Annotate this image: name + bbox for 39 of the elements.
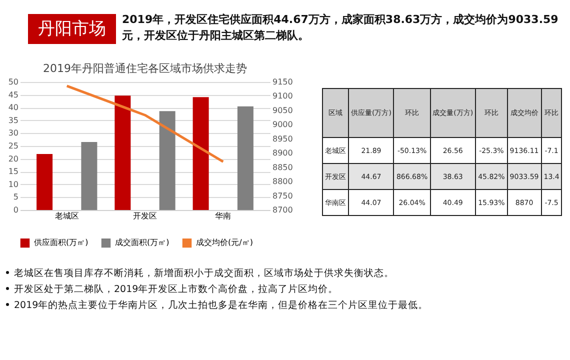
bar xyxy=(114,96,131,210)
bar xyxy=(237,106,254,210)
y2-tick-label: 9050 xyxy=(272,106,293,115)
y2-tick-label: 9100 xyxy=(272,92,293,101)
y2-tick-label: 9000 xyxy=(272,120,293,130)
y2-tick-label: 8750 xyxy=(272,191,293,200)
x-tick-label: 老城区 xyxy=(54,212,79,220)
y-tick-label: 45 xyxy=(8,90,18,100)
y-tick-label: 0 xyxy=(13,206,18,214)
y2-tick-label: 8950 xyxy=(272,134,293,144)
bar xyxy=(81,142,98,210)
y-tick-label: 50 xyxy=(8,78,18,86)
y2-tick-label: 8800 xyxy=(272,177,293,186)
chart-title: 2019年丹阳普通住宅各区域市场供求走势 xyxy=(43,62,247,75)
y-tick-label: 10 xyxy=(8,180,18,189)
text: 老城区在售项目库存不断消耗，新增面积小于成交面积，区域市场处于供求失衡状态。 xyxy=(14,268,394,279)
y-tick-label: 5 xyxy=(13,192,18,202)
x-tick-label: 开发区 xyxy=(133,212,157,220)
legend-label: 成交均价(元/㎡) xyxy=(196,238,253,248)
bar xyxy=(159,111,176,210)
legend-label: 供应面积(万㎡) xyxy=(34,238,88,248)
y2-tick-label: 9150 xyxy=(272,78,293,86)
text: 2019年的热点主要位于华南片区，几次土拍也多是在华南，但是价格在三个片区里位于最低。 xyxy=(14,300,428,311)
x-tick-label: 华南 xyxy=(215,212,232,220)
bar xyxy=(36,154,53,210)
bar xyxy=(192,97,209,210)
text: 开发区处于第二梯队，2019年开发区上市数个高价盘，拉高了片区均价。 xyxy=(14,284,338,295)
y-tick-label: 25 xyxy=(8,142,18,150)
y-tick-label: 15 xyxy=(8,167,18,176)
text: 2019年，开发区住宅供应面积44.67万方，成家面积38.63万方，成交均价为9033.59元，开发区位于丹阳主城区第二梯队。 xyxy=(122,12,560,44)
legend-label: 成交面积(万㎡) xyxy=(115,238,170,248)
y-tick-label: 40 xyxy=(8,103,18,112)
y-tick-label: 20 xyxy=(8,154,18,164)
y2-tick-label: 8700 xyxy=(272,206,293,214)
y2-tick-label: 8850 xyxy=(272,162,293,172)
y-tick-label: 30 xyxy=(8,128,18,138)
y2-tick-label: 8900 xyxy=(272,148,293,158)
text: 丹阳市场 xyxy=(28,14,116,44)
y-tick-label: 35 xyxy=(8,116,18,125)
